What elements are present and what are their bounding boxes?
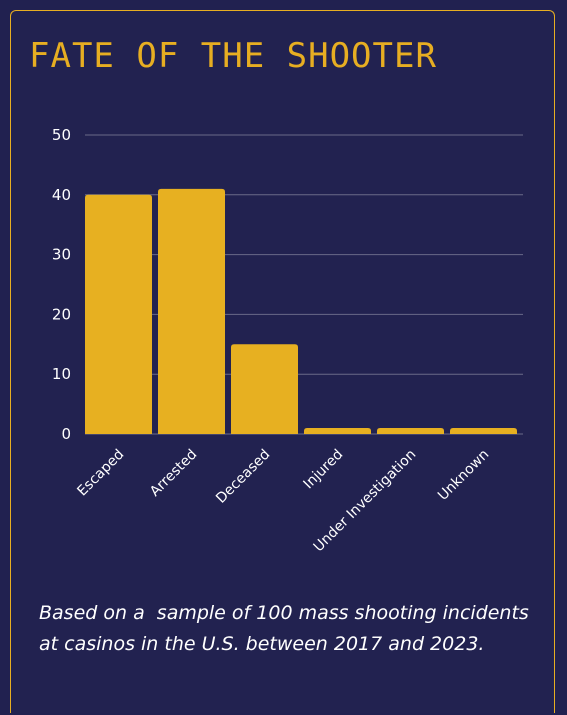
y-tick-label: 10 — [52, 365, 71, 383]
bar-unknown — [450, 428, 517, 434]
y-tick-label: 50 — [52, 126, 71, 144]
bar-deceased — [231, 344, 298, 434]
y-tick-label: 30 — [52, 246, 71, 264]
x-tick-label: Arrested — [147, 447, 200, 500]
bar-injured — [304, 428, 371, 434]
x-tick-label: Injured — [301, 447, 347, 493]
bar-chart: 0 10 20 30 40 50 Escaped Arrested Deceased Injure… — [52, 126, 523, 555]
y-tick-label: 0 — [61, 425, 71, 443]
chart-title: FATE OF THE SHOOTER — [29, 36, 437, 76]
x-tick-label: Deceased — [213, 447, 273, 507]
y-tick-label: 40 — [52, 186, 71, 204]
bar-under-investigation — [377, 428, 444, 434]
x-tick-label: Escaped — [74, 447, 127, 500]
bar-arrested — [158, 188, 225, 434]
y-tick-label: 20 — [52, 305, 71, 323]
source-note: Based on a sample of 100 mass shooting i… — [39, 602, 535, 655]
bar-escaped — [85, 194, 152, 434]
x-tick-label: Unknown — [435, 447, 492, 504]
